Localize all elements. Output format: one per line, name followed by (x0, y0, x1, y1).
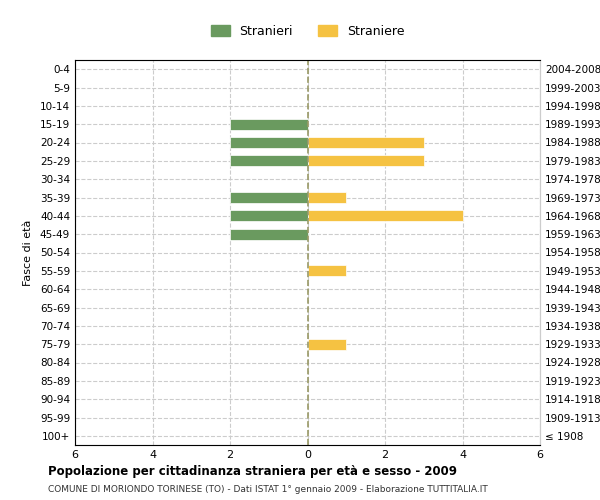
Bar (308, 137, 424, 148)
Bar (308, 210, 463, 222)
Bar (230, 210, 308, 222)
Bar (230, 137, 308, 148)
Bar (230, 156, 308, 166)
Text: COMUNE DI MORIONDO TORINESE (TO) - Dati ISTAT 1° gennaio 2009 - Elaborazione TUT: COMUNE DI MORIONDO TORINESE (TO) - Dati … (48, 485, 488, 494)
Legend: Stranieri, Straniere: Stranieri, Straniere (206, 20, 409, 43)
Text: Popolazione per cittadinanza straniera per età e sesso - 2009: Popolazione per cittadinanza straniera p… (48, 465, 457, 478)
Y-axis label: Fasce di età: Fasce di età (23, 220, 33, 286)
Bar (230, 192, 308, 203)
Bar (308, 192, 346, 203)
Bar (308, 156, 424, 166)
Bar (308, 266, 346, 276)
Bar (230, 228, 308, 239)
Bar (230, 118, 308, 130)
Bar (308, 338, 346, 349)
